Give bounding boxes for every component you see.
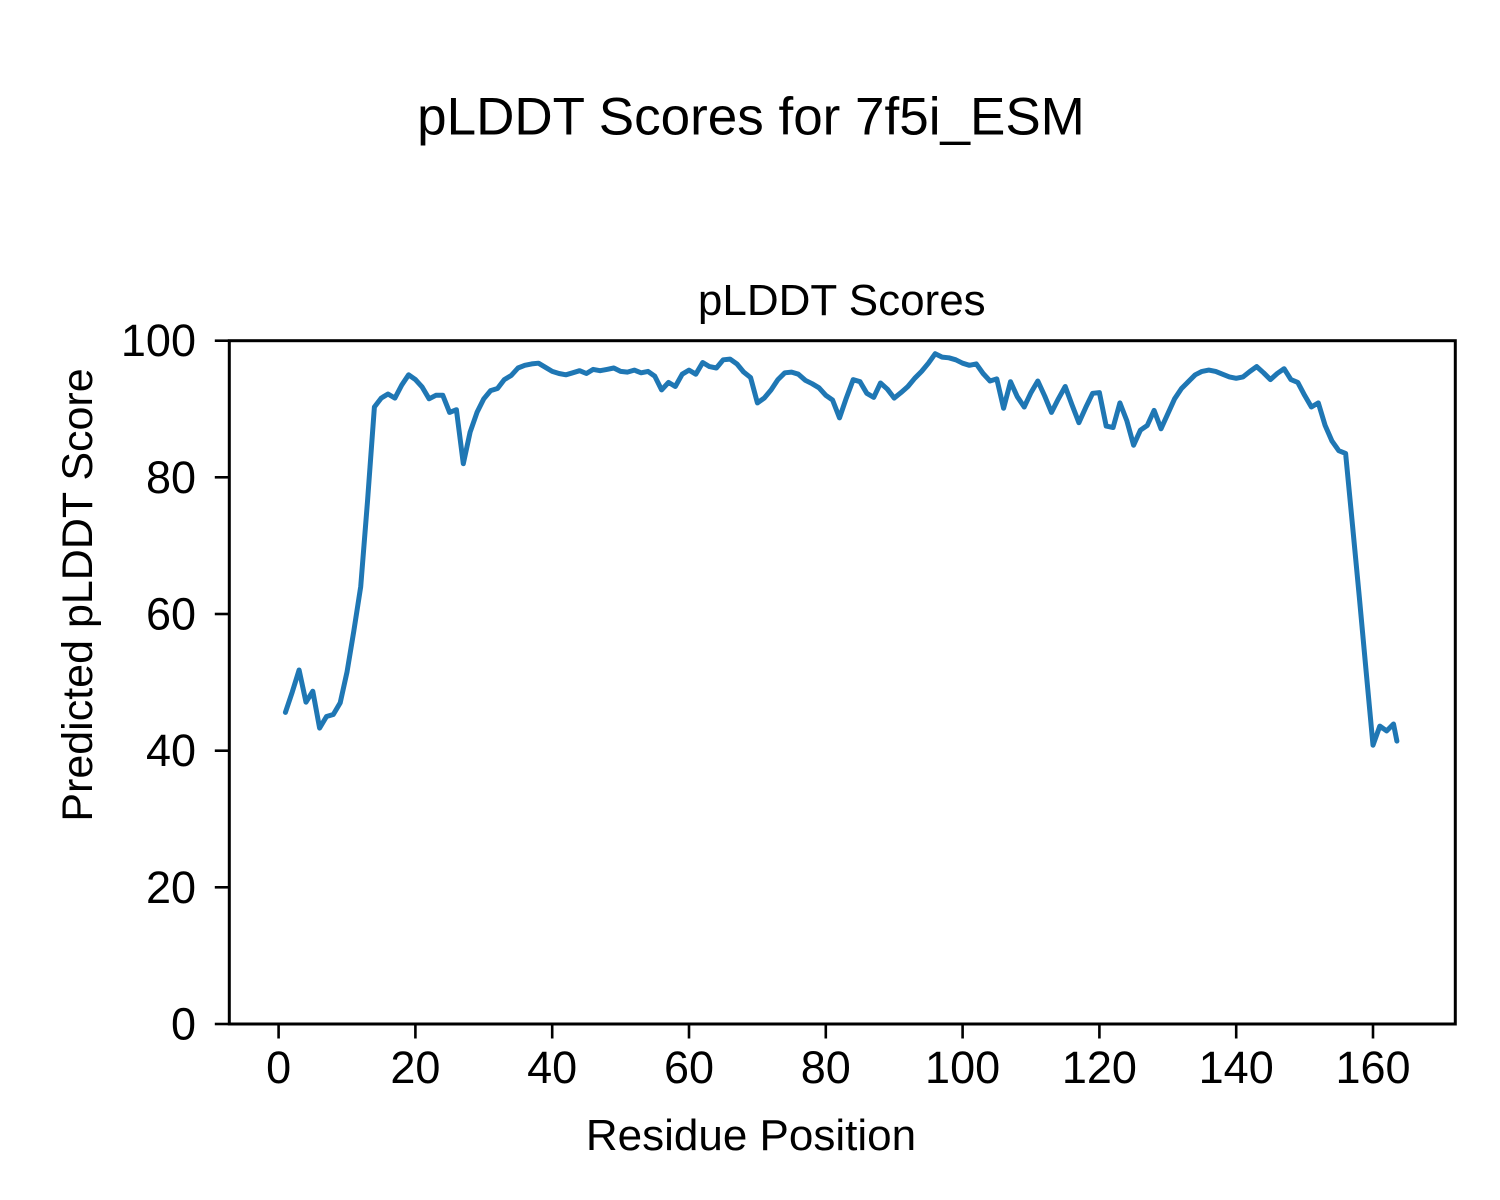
svg-text:pLDDT Scores: pLDDT Scores <box>698 276 986 325</box>
svg-text:80: 80 <box>801 1042 851 1093</box>
svg-text:pLDDT Scores for 7f5i_ESM: pLDDT Scores for 7f5i_ESM <box>417 88 1085 147</box>
svg-text:140: 140 <box>1199 1042 1274 1093</box>
svg-text:160: 160 <box>1335 1042 1410 1093</box>
svg-text:Residue Position: Residue Position <box>586 1111 916 1160</box>
svg-text:120: 120 <box>1062 1042 1137 1093</box>
svg-text:60: 60 <box>664 1042 714 1093</box>
svg-text:0: 0 <box>171 999 196 1050</box>
svg-text:0: 0 <box>266 1042 291 1093</box>
svg-text:Predicted pLDDT Score: Predicted pLDDT Score <box>54 368 102 821</box>
svg-text:40: 40 <box>527 1042 577 1093</box>
svg-text:20: 20 <box>390 1042 440 1093</box>
svg-text:20: 20 <box>146 862 196 913</box>
svg-text:80: 80 <box>146 452 196 503</box>
svg-text:100: 100 <box>121 315 196 366</box>
svg-text:40: 40 <box>146 725 196 776</box>
svg-text:60: 60 <box>146 589 196 640</box>
svg-text:100: 100 <box>925 1042 1000 1093</box>
